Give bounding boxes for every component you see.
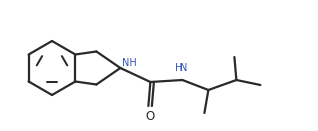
Text: O: O (145, 110, 155, 123)
Text: N: N (180, 63, 187, 73)
Text: NH: NH (122, 58, 137, 68)
Text: H: H (175, 63, 182, 73)
